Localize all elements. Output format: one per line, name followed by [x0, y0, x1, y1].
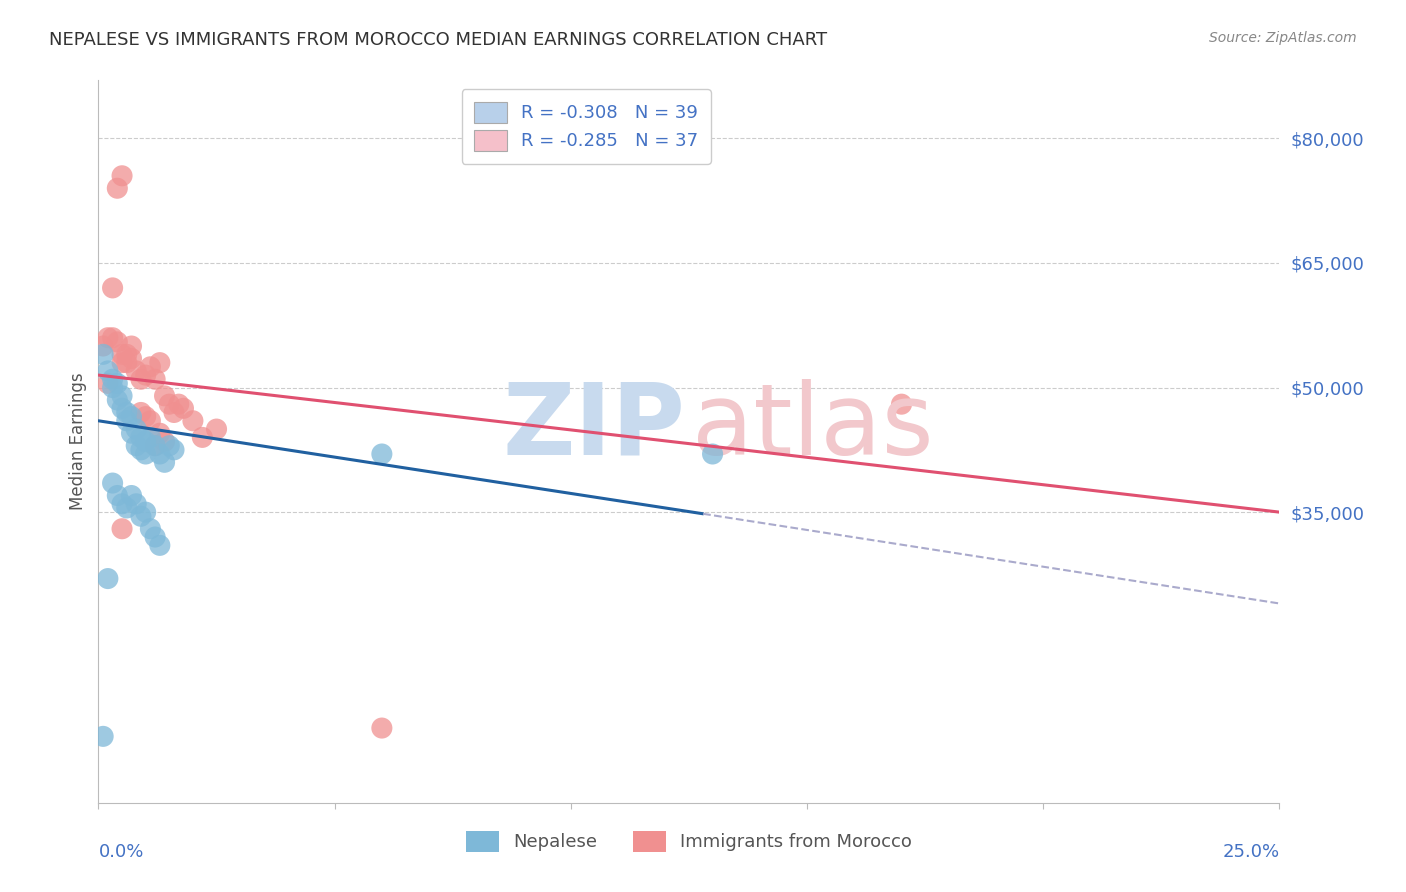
Point — [105, 376, 128, 391]
Point — [97, 376, 120, 391]
Point — [135, 447, 157, 461]
Point — [115, 356, 138, 370]
Point — [205, 422, 228, 436]
Point — [149, 538, 172, 552]
Point — [101, 281, 124, 295]
Point — [125, 439, 148, 453]
Point — [172, 401, 194, 416]
Text: ZIP: ZIP — [502, 378, 685, 475]
Point — [101, 476, 124, 491]
Point — [97, 572, 120, 586]
Point — [157, 439, 180, 453]
Point — [181, 414, 204, 428]
Point — [129, 442, 152, 457]
Point — [139, 522, 162, 536]
Text: 25.0%: 25.0% — [1222, 843, 1279, 861]
Point — [125, 364, 148, 378]
Point — [129, 430, 152, 444]
Point — [149, 426, 172, 441]
Point — [167, 397, 190, 411]
Point — [121, 351, 143, 366]
Point — [121, 489, 143, 503]
Point — [115, 347, 138, 361]
Legend: Nepalese, Immigrants from Morocco: Nepalese, Immigrants from Morocco — [458, 823, 920, 859]
Point — [121, 409, 143, 424]
Point — [153, 455, 176, 469]
Point — [121, 339, 143, 353]
Point — [125, 422, 148, 436]
Text: Source: ZipAtlas.com: Source: ZipAtlas.com — [1209, 31, 1357, 45]
Point — [135, 505, 157, 519]
Point — [97, 331, 120, 345]
Point — [105, 181, 128, 195]
Y-axis label: Median Earnings: Median Earnings — [69, 373, 87, 510]
Point — [111, 169, 134, 183]
Point — [111, 522, 134, 536]
Text: NEPALESE VS IMMIGRANTS FROM MOROCCO MEDIAN EARNINGS CORRELATION CHART: NEPALESE VS IMMIGRANTS FROM MOROCCO MEDI… — [49, 31, 827, 49]
Point — [135, 368, 157, 383]
Point — [91, 730, 114, 744]
Point — [125, 497, 148, 511]
Point — [149, 447, 172, 461]
Point — [111, 497, 134, 511]
Point — [139, 414, 162, 428]
Point — [129, 372, 152, 386]
Point — [115, 414, 138, 428]
Point — [890, 397, 912, 411]
Point — [143, 372, 166, 386]
Point — [135, 409, 157, 424]
Point — [97, 364, 120, 378]
Point — [143, 530, 166, 544]
Point — [139, 359, 162, 374]
Point — [115, 405, 138, 419]
Text: 0.0%: 0.0% — [98, 843, 143, 861]
Point — [101, 380, 124, 394]
Point — [115, 500, 138, 515]
Point — [163, 442, 186, 457]
Point — [371, 721, 394, 735]
Point — [111, 356, 134, 370]
Point — [153, 389, 176, 403]
Point — [91, 347, 114, 361]
Point — [101, 331, 124, 345]
Point — [157, 397, 180, 411]
Point — [139, 430, 162, 444]
Point — [105, 489, 128, 503]
Point — [101, 372, 124, 386]
Point — [149, 356, 172, 370]
Point — [105, 334, 128, 349]
Point — [153, 434, 176, 449]
Point — [702, 447, 724, 461]
Point — [371, 447, 394, 461]
Point — [111, 389, 134, 403]
Point — [129, 509, 152, 524]
Point — [121, 426, 143, 441]
Point — [111, 401, 134, 416]
Point — [143, 439, 166, 453]
Point — [143, 439, 166, 453]
Point — [105, 392, 128, 407]
Point — [135, 434, 157, 449]
Point — [129, 405, 152, 419]
Point — [91, 339, 114, 353]
Point — [163, 405, 186, 419]
Text: atlas: atlas — [693, 378, 934, 475]
Point — [111, 347, 134, 361]
Point — [191, 430, 214, 444]
